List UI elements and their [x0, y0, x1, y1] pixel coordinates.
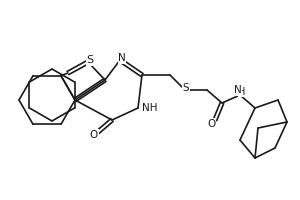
Text: H: H — [238, 87, 246, 97]
Text: O: O — [90, 130, 98, 140]
Text: S: S — [86, 55, 94, 65]
Text: O: O — [207, 119, 215, 129]
Text: S: S — [183, 83, 189, 93]
Text: N: N — [234, 85, 242, 95]
Text: N: N — [118, 53, 126, 63]
Text: NH: NH — [142, 103, 158, 113]
